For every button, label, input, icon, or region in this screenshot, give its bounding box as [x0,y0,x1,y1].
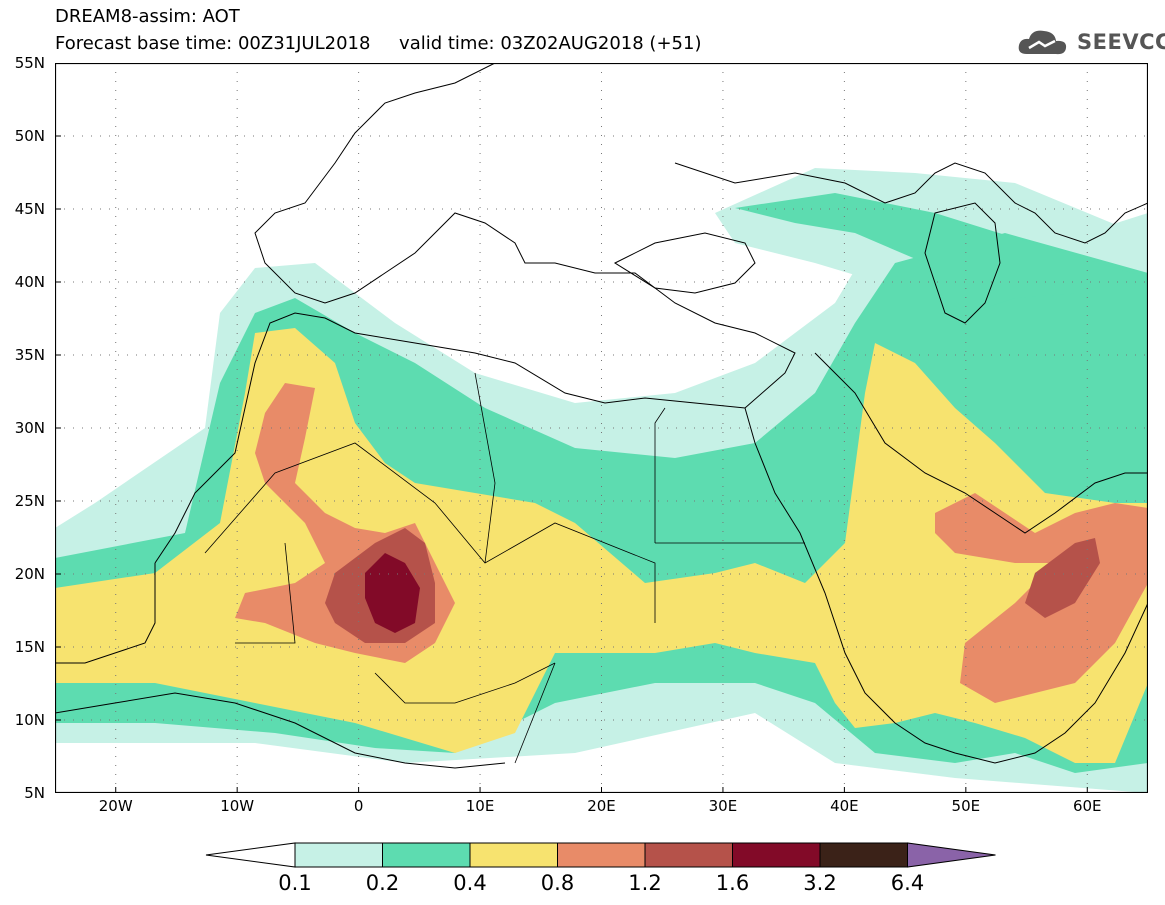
colorbar-label: 0.2 [365,871,400,895]
map-canvas [55,63,1148,793]
x-tick-label: 30E [708,797,738,815]
aot-band-1.2-1.6-arabia [1025,538,1100,618]
y-tick-label: 40N [14,273,45,291]
colorbar-label: 6.4 [890,871,925,895]
seevccc-logo: SEEVCCC [1015,24,1165,60]
colorbar-segment [732,842,821,868]
aot-map [55,63,1148,793]
y-tick-label: 10N [14,711,45,729]
colorbar-label: 0.8 [540,871,575,895]
coastlines [55,63,1148,769]
colorbar-under-triangle [205,842,296,868]
x-tick-label: 20W [98,797,133,815]
x-tick-label: 10W [220,797,255,815]
x-tick-label: 60E [1072,797,1102,815]
colorbar-label: 0.1 [278,871,312,895]
y-tick-label: 45N [14,200,45,218]
forecast-time-line: Forecast base time: 00Z31JUL2018 valid t… [55,33,702,54]
colorbar-label: 1.2 [628,871,662,895]
y-tick-label: 20N [14,565,45,583]
aot-shading [55,168,1148,793]
aot-band-1.6-3.2 [365,553,420,633]
x-tick-label: 20E [587,797,616,815]
y-tick-label: 5N [24,784,45,802]
colorbar-over-triangle [907,842,996,868]
colorbar-segment [382,842,471,868]
colorbar-segment [819,842,908,868]
y-tick-label: 30N [14,419,45,437]
axis-ticks [55,63,1088,793]
y-tick-label: 15N [14,638,45,656]
colorbar-segment [469,842,558,868]
cloud-icon [1018,30,1067,55]
colorbar [205,842,996,868]
y-tick-label: 25N [14,492,45,510]
colorbar-label: 1.6 [715,871,750,895]
x-tick-label: 10E [465,797,495,815]
aot-band-0.2-0.4-caspian [735,193,1148,318]
y-tick-label: 55N [14,54,45,72]
x-tick-label: 40E [830,797,859,815]
colorbar-segment [557,842,646,868]
colorbar-label: 3.2 [803,871,837,895]
logo-text: SEEVCCC [1077,30,1165,54]
colorbar-label: 0.4 [453,871,487,895]
aot-band-0.4-0.8 [55,328,1148,763]
x-tick-label: 0 [353,797,364,815]
colorbar-segment [644,842,733,868]
country-borders [204,372,805,764]
y-tick-label: 35N [14,346,45,364]
colorbar-segment [294,842,383,868]
y-tick-label: 50N [14,127,45,145]
x-tick-label: 50E [951,797,981,815]
map-title: DREAM8-assim: AOT [55,6,240,27]
